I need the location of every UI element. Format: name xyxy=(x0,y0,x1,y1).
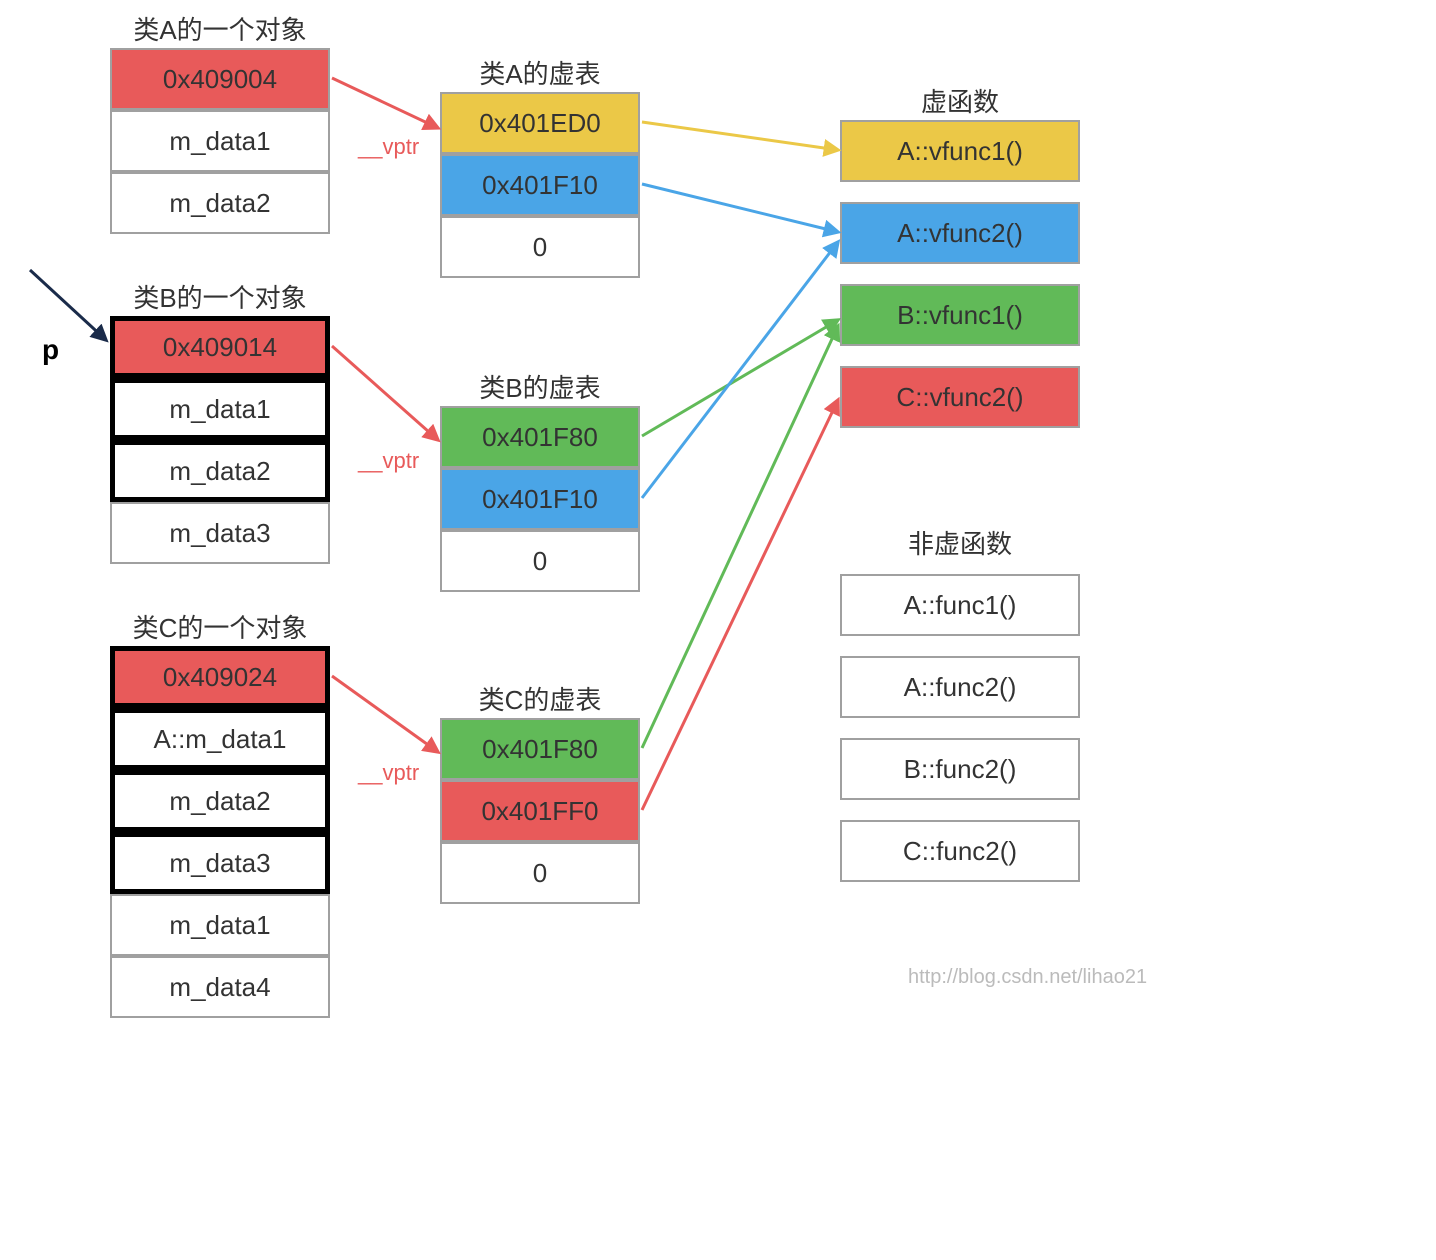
obj-c-cell-3: m_data3 xyxy=(110,832,330,894)
arrow-b-vptr xyxy=(332,346,438,440)
vt-b-cell-2: 0 xyxy=(440,530,640,592)
vfunc-cell-3: C::vfunc2() xyxy=(840,366,1080,428)
arrow-p xyxy=(30,270,106,340)
title-obj-c: 类C的一个对象 xyxy=(110,608,330,645)
p-label: p xyxy=(42,334,59,366)
nvfunc-cell-3: C::func2() xyxy=(840,820,1080,882)
nvfunc-cell-1: A::func2() xyxy=(840,656,1080,718)
obj-a-cell-0: 0x409004 xyxy=(110,48,330,110)
obj-c-cell-4: m_data1 xyxy=(110,894,330,956)
diagram-container: 类A的一个对象 0x409004m_data1m_data2 类B的一个对象 0… xyxy=(0,0,1436,1260)
vptr-label-c: __vptr xyxy=(358,760,419,786)
vt-c-cell-1: 0x401FF0 xyxy=(440,780,640,842)
vt-a-cell-2: 0 xyxy=(440,216,640,278)
obj-c-cell-1: A::m_data1 xyxy=(110,708,330,770)
arrow-a-vfunc2 xyxy=(642,184,838,232)
obj-b-cell-3: m_data3 xyxy=(110,502,330,564)
vt-b-cell-1: 0x401F10 xyxy=(440,468,640,530)
arrow-b-vfunc1 xyxy=(642,320,838,436)
arrow-c-vfunc2 xyxy=(642,400,838,810)
obj-b-cell-0: 0x409014 xyxy=(110,316,330,378)
vfunc-cell-0: A::vfunc1() xyxy=(840,120,1080,182)
obj-a-cell-1: m_data1 xyxy=(110,110,330,172)
title-vt-c: 类C的虚表 xyxy=(440,680,640,717)
vt-b-cell-0: 0x401F80 xyxy=(440,406,640,468)
arrow-a-vptr xyxy=(332,78,438,128)
obj-c-cell-0: 0x409024 xyxy=(110,646,330,708)
obj-b-cell-1: m_data1 xyxy=(110,378,330,440)
title-vt-b: 类B的虚表 xyxy=(440,368,640,405)
vt-c-cell-0: 0x401F80 xyxy=(440,718,640,780)
vfunc-cell-1: A::vfunc2() xyxy=(840,202,1080,264)
vptr-label-b: __vptr xyxy=(358,448,419,474)
vfunc-cell-2: B::vfunc1() xyxy=(840,284,1080,346)
arrow-a-vfunc1 xyxy=(642,122,838,150)
arrow-c-vfunc1 xyxy=(642,326,838,748)
title-obj-b: 类B的一个对象 xyxy=(110,278,330,315)
arrow-b-vfunc2 xyxy=(642,242,838,498)
vt-a-cell-1: 0x401F10 xyxy=(440,154,640,216)
vptr-label-a: __vptr xyxy=(358,134,419,160)
title-obj-a: 类A的一个对象 xyxy=(110,10,330,47)
vt-c-cell-2: 0 xyxy=(440,842,640,904)
vt-a-cell-0: 0x401ED0 xyxy=(440,92,640,154)
title-vt-a: 类A的虚表 xyxy=(440,54,640,91)
title-nvfuncs: 非虚函数 xyxy=(840,524,1080,561)
nvfunc-cell-0: A::func1() xyxy=(840,574,1080,636)
credit-text: http://blog.csdn.net/lihao21 xyxy=(908,966,1147,989)
obj-c-cell-5: m_data4 xyxy=(110,956,330,1018)
nvfunc-cell-2: B::func2() xyxy=(840,738,1080,800)
obj-b-cell-2: m_data2 xyxy=(110,440,330,502)
obj-a-cell-2: m_data2 xyxy=(110,172,330,234)
obj-c-cell-2: m_data2 xyxy=(110,770,330,832)
title-vfuncs: 虚函数 xyxy=(840,82,1080,119)
arrow-c-vptr xyxy=(332,676,438,752)
